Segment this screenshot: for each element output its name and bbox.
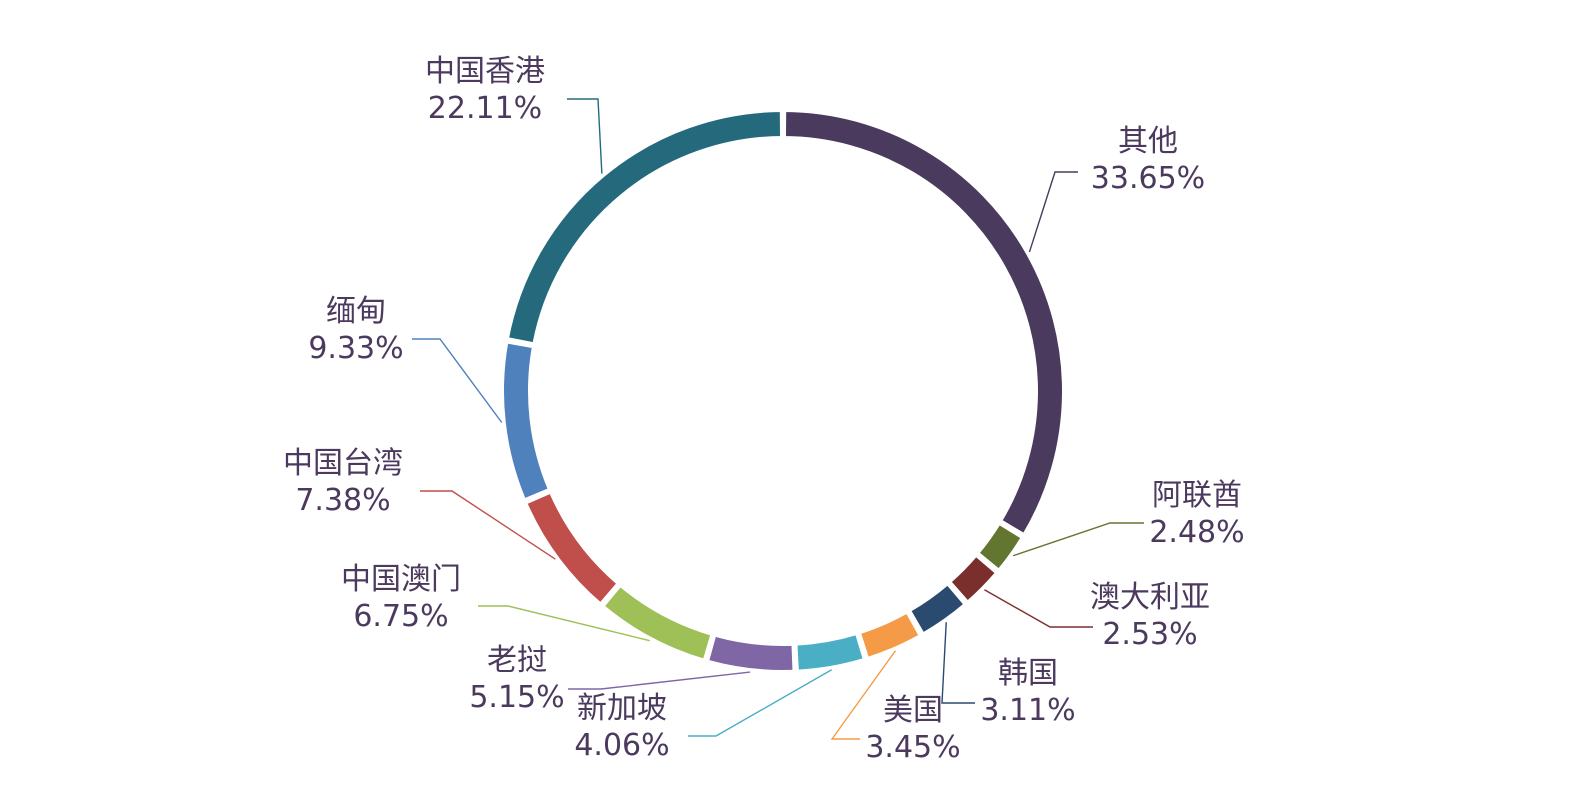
slice-value-label: 33.65%: [1091, 161, 1205, 196]
donut-slice[interactable]: [706, 634, 795, 672]
leader-line: [420, 490, 556, 560]
donut-slice[interactable]: [977, 522, 1023, 571]
leader-lines-layer: [412, 98, 1144, 740]
slice-name-label: 美国: [883, 693, 943, 728]
leader-line: [412, 338, 503, 423]
leader-line: [984, 589, 1093, 628]
leader-line: [1028, 171, 1078, 253]
slice-value-label: 3.11%: [980, 693, 1075, 728]
slices-layer: [502, 110, 1064, 672]
leader-line: [688, 669, 833, 737]
donut-slice[interactable]: [602, 584, 713, 661]
donut-slice[interactable]: [908, 583, 966, 635]
donut-slice[interactable]: [783, 110, 1064, 536]
slice-name-label: 中国台湾: [283, 446, 403, 481]
donut-slice[interactable]: [525, 491, 619, 605]
slice-name-label: 阿联酋: [1152, 478, 1242, 513]
slice-name-label: 中国澳门: [341, 562, 461, 597]
slice-value-label: 4.06%: [574, 728, 669, 763]
leader-line: [567, 98, 603, 174]
leader-line: [1012, 522, 1144, 557]
leader-line: [941, 622, 975, 704]
slice-value-label: 9.33%: [308, 331, 403, 366]
donut-slice[interactable]: [506, 110, 783, 345]
slice-name-label: 其他: [1118, 124, 1178, 159]
slice-name-label: 中国香港: [425, 54, 545, 89]
slice-value-label: 7.38%: [295, 483, 390, 518]
slice-value-label: 2.53%: [1102, 617, 1197, 652]
slice-name-label: 老挝: [487, 643, 547, 678]
slice-value-label: 2.48%: [1149, 515, 1244, 550]
donut-slice[interactable]: [795, 632, 865, 672]
leader-line: [568, 671, 751, 690]
slice-name-label: 缅甸: [326, 294, 386, 329]
donut-slice[interactable]: [949, 554, 998, 603]
slice-value-label: 3.45%: [865, 730, 960, 765]
slice-name-label: 新加坡: [577, 691, 667, 726]
slice-name-label: 韩国: [998, 656, 1058, 691]
donut-slice[interactable]: [502, 341, 551, 501]
leader-line: [478, 605, 650, 642]
slice-value-label: 6.75%: [353, 599, 448, 634]
slice-name-label: 澳大利亚: [1090, 580, 1210, 615]
slice-value-label: 22.11%: [428, 91, 542, 126]
slice-value-label: 5.15%: [469, 680, 564, 715]
donut-slice[interactable]: [858, 611, 921, 660]
leader-line: [830, 650, 897, 740]
